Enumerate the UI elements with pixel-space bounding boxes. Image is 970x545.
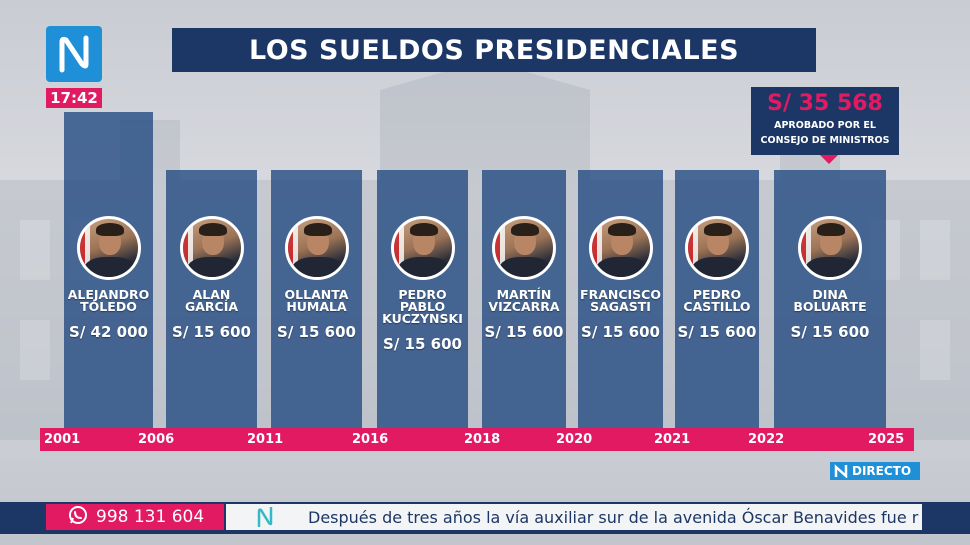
callout-pointer-icon xyxy=(820,155,838,164)
president-name: PEDRO PABLO KUCZYNSKI xyxy=(382,287,463,326)
president-photo xyxy=(798,216,862,280)
president-name: ALAN GARCÍA xyxy=(184,287,239,314)
timeline-year: 2001 xyxy=(44,432,81,447)
president-salary: S/ 42 000 xyxy=(69,323,148,341)
timeline-bar xyxy=(40,428,914,451)
ticker-text: Después de tres años la vía auxiliar sur… xyxy=(308,507,919,527)
president-card: MARTÍN VIZCARRA S/ 15 600 xyxy=(482,170,566,428)
timeline-year: 2016 xyxy=(352,432,389,447)
president-salary: S/ 15 600 xyxy=(383,335,462,353)
president-card: DINA BOLUARTE S/ 15 600 xyxy=(774,170,886,428)
page-title: LOS SUELDOS PRESIDENCIALES xyxy=(172,28,816,72)
president-card: ALEJANDRO TOLEDO S/ 42 000 xyxy=(64,112,153,428)
president-name: FRANCISCO SAGASTI xyxy=(580,287,661,314)
timeline-year: 2021 xyxy=(654,432,691,447)
president-salary: S/ 15 600 xyxy=(790,323,870,341)
n-logo-icon xyxy=(46,26,102,82)
president-photo xyxy=(284,216,349,280)
president-name: MARTÍN VIZCARRA xyxy=(488,287,560,314)
president-photo xyxy=(685,216,749,280)
president-card: PEDRO PABLO KUCZYNSKI S/ 15 600 xyxy=(377,170,468,428)
n-logo-small-icon xyxy=(830,462,852,480)
live-badge: DIRECTO xyxy=(830,462,920,480)
clock: 17:42 xyxy=(46,88,102,108)
president-salary: S/ 15 600 xyxy=(677,323,757,341)
timeline-year: 2006 xyxy=(138,432,175,447)
president-name: DINA BOLUARTE xyxy=(793,287,867,314)
approved-salary-callout: S/ 35 568 APROBADO POR EL CONSEJO DE MIN… xyxy=(751,87,899,155)
president-name: OLLANTA HUMALA xyxy=(284,287,349,314)
whatsapp-contact: 998 131 604 xyxy=(46,504,224,530)
timeline-year: 2025 xyxy=(868,432,905,447)
president-card: OLLANTA HUMALA S/ 15 600 xyxy=(271,170,362,428)
timeline-year: 2018 xyxy=(464,432,501,447)
president-photo xyxy=(492,216,556,280)
n-logo-ticker-icon xyxy=(250,504,280,530)
president-card: ALAN GARCÍA S/ 15 600 xyxy=(166,170,257,428)
president-card: FRANCISCO SAGASTI S/ 15 600 xyxy=(578,170,663,428)
timeline-year: 2011 xyxy=(247,432,284,447)
president-name: PEDRO CASTILLO xyxy=(683,287,751,314)
president-photo xyxy=(390,216,455,280)
approved-salary-note: APROBADO POR EL CONSEJO DE MINISTROS xyxy=(760,120,890,146)
president-salary: S/ 15 600 xyxy=(172,323,251,341)
president-salary: S/ 15 600 xyxy=(581,323,660,341)
timeline-year: 2020 xyxy=(556,432,593,447)
president-name: ALEJANDRO TOLEDO xyxy=(67,287,150,314)
approved-salary-amount: S/ 35 568 xyxy=(767,91,883,116)
president-photo xyxy=(588,216,653,280)
president-salary: S/ 15 600 xyxy=(277,323,356,341)
president-photo xyxy=(76,216,141,280)
president-photo xyxy=(179,216,244,280)
phone-number: 998 131 604 xyxy=(96,507,205,527)
timeline-year: 2022 xyxy=(748,432,785,447)
live-label: DIRECTO xyxy=(852,464,912,478)
whatsapp-icon xyxy=(68,505,88,530)
president-salary: S/ 15 600 xyxy=(484,323,564,341)
president-card: PEDRO CASTILLO S/ 15 600 xyxy=(675,170,759,428)
news-ticker: Después de tres años la vía auxiliar sur… xyxy=(226,504,922,530)
